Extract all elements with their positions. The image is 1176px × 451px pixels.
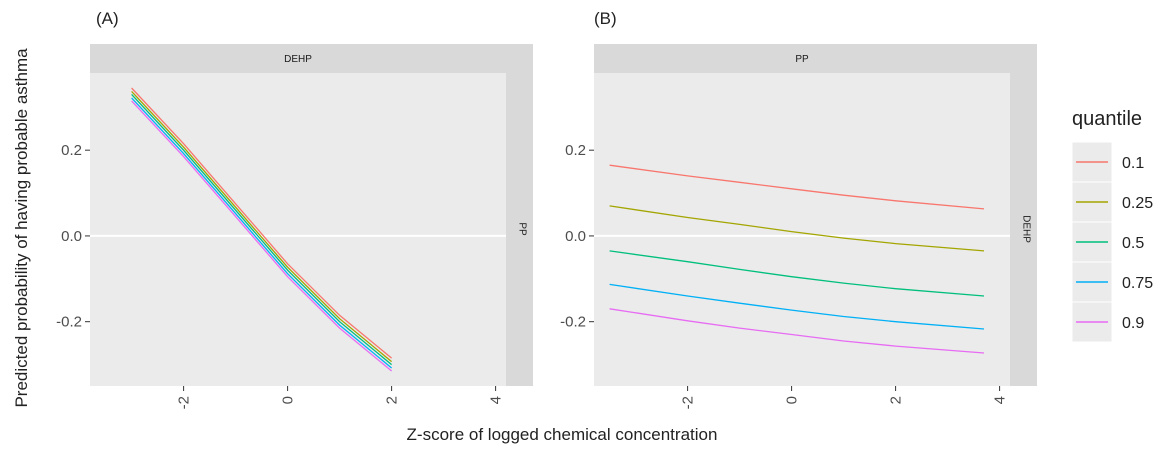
panel-a-series-0_25 xyxy=(131,90,393,363)
legend: quantile 0.1 0.25 0.5 0.75 0.9 xyxy=(1071,108,1153,343)
panel-b-ytick-label: 0.2 xyxy=(565,142,586,159)
panel-a-plot-area xyxy=(90,73,506,386)
y-axis-title: Predicted probability of having probable… xyxy=(12,48,31,408)
legend-label-0_25: 0.25 xyxy=(1122,195,1153,212)
panel-a-series-0_5 xyxy=(131,93,393,366)
panel-b-right-strip xyxy=(1010,73,1037,386)
panel-a-series xyxy=(131,87,393,372)
panel-a-ytick-label: 0.2 xyxy=(61,142,82,159)
panel-b-top-strip-label: PP xyxy=(795,54,809,65)
legend-title: quantile xyxy=(1072,108,1142,130)
panel-a-xtick-label: 0 xyxy=(280,396,297,404)
panel-b-xtick-label: -2 xyxy=(680,396,697,409)
panel-b-y-ticks: -0.2 0.0 0.2 xyxy=(560,142,594,331)
panel-b: (B) PP DEHP -0.2 0.0 0.2 -2 0 2 4 xyxy=(560,9,1037,409)
panel-b-ytick-label: -0.2 xyxy=(560,314,586,331)
panel-b-label: (B) xyxy=(594,9,617,28)
panel-a-y-ticks: -0.2 0.0 0.2 xyxy=(56,142,90,331)
panel-b-top-strip xyxy=(594,44,1037,73)
panel-b-xtick-label: 4 xyxy=(992,396,1009,404)
panel-b-ytick-label: 0.0 xyxy=(565,228,586,245)
panel-a-series-0_9 xyxy=(131,100,393,372)
panel-a-series-0_1 xyxy=(131,87,393,359)
panel-a-label: (A) xyxy=(96,9,119,28)
panel-a-series-0_75 xyxy=(131,97,393,369)
panel-b-series-0_25 xyxy=(609,205,985,252)
panel-b-series-0_5 xyxy=(609,250,985,297)
x-axis-title: Z-score of logged chemical concentration xyxy=(407,425,718,444)
panel-a-top-strip xyxy=(90,44,533,73)
panel-a-ytick-label: 0.0 xyxy=(61,228,82,245)
panel-b-right-strip-label: DEHP xyxy=(1021,215,1032,243)
panel-a-xtick-label: -2 xyxy=(176,396,193,409)
panel-a: (A) DEHP PP -0.2 0.0 0.2 -2 0 2 4 xyxy=(56,9,533,409)
panel-a-xtick-label: 2 xyxy=(384,396,401,404)
panel-a-ytick-label: -0.2 xyxy=(56,314,82,331)
legend-label-0_1: 0.1 xyxy=(1122,155,1144,172)
panel-a-right-strip-label: PP xyxy=(517,222,528,236)
legend-label-0_75: 0.75 xyxy=(1122,275,1153,292)
panel-b-xtick-label: 0 xyxy=(784,396,801,404)
panel-a-xtick-label: 4 xyxy=(488,396,505,404)
panel-b-series xyxy=(609,164,985,354)
panel-b-xtick-label: 2 xyxy=(888,396,905,404)
panel-b-series-0_1 xyxy=(609,164,985,210)
panel-a-right-strip xyxy=(506,73,533,386)
legend-label-0_9: 0.9 xyxy=(1122,315,1144,332)
panel-b-x-ticks: -2 0 2 4 xyxy=(680,386,1009,409)
panel-b-series-0_75 xyxy=(609,283,985,330)
panel-b-plot-area xyxy=(594,73,1010,386)
panel-a-x-ticks: -2 0 2 4 xyxy=(176,386,505,409)
panel-b-series-0_9 xyxy=(609,308,985,354)
panel-a-top-strip-label: DEHP xyxy=(284,54,312,65)
legend-label-0_5: 0.5 xyxy=(1122,235,1144,252)
